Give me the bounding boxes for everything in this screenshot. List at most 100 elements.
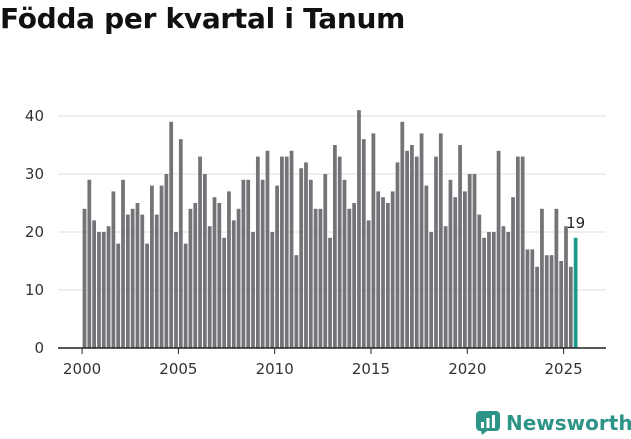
bar — [419, 133, 424, 348]
bar — [135, 203, 140, 348]
bar-highlight — [573, 237, 578, 348]
bar — [280, 156, 284, 348]
bar — [472, 174, 477, 348]
bar — [265, 150, 270, 348]
bar — [87, 179, 92, 348]
chart-title: Födda per kvartal i Tanum — [0, 2, 406, 35]
bar — [246, 179, 251, 348]
bar — [400, 121, 405, 348]
bar — [140, 214, 145, 348]
bar — [376, 191, 381, 348]
bar — [169, 121, 174, 348]
bar — [366, 220, 371, 348]
bar — [429, 232, 434, 348]
y-axis-ticks: 0 10 20 30 40 — [25, 107, 44, 357]
bar — [463, 191, 467, 348]
x-tick-label-2025: 2025 — [544, 360, 582, 378]
bar — [535, 266, 539, 348]
bar — [414, 156, 419, 348]
bar — [92, 220, 97, 348]
bar — [568, 266, 573, 348]
bar — [231, 220, 236, 348]
bar — [371, 133, 376, 348]
bar — [564, 226, 568, 348]
bar — [193, 203, 198, 348]
bar — [328, 237, 332, 348]
bar — [381, 197, 385, 348]
bar — [145, 243, 149, 348]
bar — [496, 150, 501, 348]
value-annotation: 19 — [566, 214, 585, 232]
bar — [116, 243, 121, 348]
bar — [385, 203, 390, 348]
bar — [260, 179, 265, 348]
bar — [164, 174, 169, 348]
y-tick-label-10: 10 — [25, 281, 44, 299]
chart-bubble-icon — [476, 411, 500, 435]
y-tick-label-0: 0 — [34, 339, 44, 357]
bar — [111, 191, 116, 348]
bar — [183, 243, 188, 348]
bar — [357, 110, 361, 348]
bar — [150, 185, 154, 348]
bar — [559, 261, 564, 348]
bar — [549, 255, 554, 348]
bar — [438, 133, 443, 348]
bar — [106, 226, 111, 348]
bar — [390, 191, 395, 348]
bar — [313, 208, 318, 348]
bar — [554, 208, 559, 348]
bar — [236, 208, 241, 348]
bar — [352, 203, 357, 348]
newsworthy-logo: Newsworthy — [476, 408, 631, 438]
bar — [395, 162, 400, 348]
y-tick-label-30: 30 — [25, 165, 44, 183]
bar — [82, 208, 87, 348]
bar — [174, 232, 178, 348]
bar — [515, 156, 520, 348]
bar — [434, 156, 438, 348]
bar — [284, 156, 289, 348]
bar — [323, 174, 328, 348]
bar — [121, 179, 125, 348]
bar — [520, 156, 525, 348]
bar-chart: 0 10 20 30 40 2000 2005 2010 2015 2020 2025 19 — [25, 107, 606, 378]
bar — [361, 139, 366, 348]
y-tick-label-20: 20 — [25, 223, 44, 241]
x-tick-label-2020: 2020 — [448, 360, 486, 378]
brand-name: Newsworthy — [506, 411, 631, 435]
bar — [289, 150, 294, 348]
bar — [255, 156, 260, 348]
bar — [318, 208, 323, 348]
bar — [491, 232, 496, 348]
bar — [443, 226, 448, 348]
bar — [333, 145, 337, 348]
bar — [477, 214, 482, 348]
bar — [304, 162, 308, 348]
bar — [448, 179, 453, 348]
bar — [159, 185, 164, 348]
bar — [544, 255, 549, 348]
bar — [342, 179, 347, 348]
bar — [125, 214, 130, 348]
bar — [540, 208, 544, 348]
bar — [482, 237, 487, 348]
bar — [405, 150, 409, 348]
bar — [241, 179, 246, 348]
bar — [251, 232, 255, 348]
x-tick-label-2005: 2005 — [159, 360, 197, 378]
bar — [178, 139, 183, 348]
bar — [511, 197, 515, 348]
bar — [299, 168, 304, 348]
bar — [270, 232, 275, 348]
last-value-label: 19 — [566, 214, 585, 232]
bar — [501, 226, 506, 348]
bars-group — [82, 110, 578, 348]
bar — [467, 174, 472, 348]
bar — [530, 249, 535, 348]
y-tick-label-40: 40 — [25, 107, 44, 125]
bar — [308, 179, 313, 348]
bar — [525, 249, 530, 348]
bar — [217, 203, 222, 348]
bar — [458, 145, 462, 348]
